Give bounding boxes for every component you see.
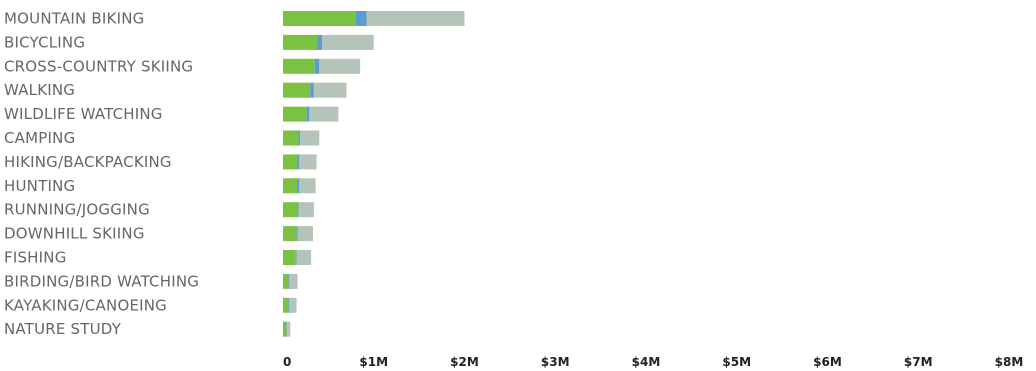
bar-segment-nature-study-series-1 (283, 321, 287, 337)
bar-segment-bicycling-series-2 (317, 34, 323, 50)
bar-segment-kayaking-canoeing-series-3 (289, 297, 297, 313)
bar-segment-walking-series-3 (313, 82, 347, 98)
category-label-mountain-biking: MOUNTAIN BIKING (4, 10, 144, 28)
category-label-cross-country-skiing: CROSS-COUNTRY SKIING (4, 57, 193, 75)
bar-segment-birding-bird-watching-series-3 (289, 273, 298, 289)
bar-segment-fishing-series-1 (283, 250, 296, 265)
x-tick-label-8: $8M (995, 355, 1024, 369)
bar-segment-hunting-series-2 (297, 178, 300, 194)
bar-segment-fishing-series-2 (295, 250, 297, 265)
bar-segment-running-jogging-series-1 (283, 202, 298, 218)
x-tick-label-3: $3M (541, 355, 570, 369)
bar-segment-running-jogging-series-2 (297, 202, 299, 218)
bar-segment-wildlife-watching-series-3 (309, 106, 339, 122)
bar-segment-birding-bird-watching-series-2 (288, 273, 290, 289)
bar-segment-mountain-biking-series-2 (355, 11, 367, 26)
bar-segment-camping-series-3 (300, 130, 320, 146)
bar-segment-hiking-backpacking-series-3 (299, 154, 317, 170)
bars (283, 11, 465, 337)
x-tick-label-4: $4M (632, 355, 661, 369)
bar-segment-mountain-biking-series-1 (283, 11, 356, 26)
bar-segment-wildlife-watching-series-1 (283, 106, 307, 122)
bar-segment-cross-country-skiing-series-3 (319, 58, 361, 74)
bar-segment-hiking-backpacking-series-2 (297, 154, 300, 170)
bar-segment-kayaking-canoeing-series-2 (288, 297, 290, 313)
x-tick-label-2: $2M (450, 355, 479, 369)
x-axis-tick-labels: 0 $1M $2M $3M $4M $5M $6M $7M $8M (283, 355, 1023, 369)
bar-segment-birding-bird-watching-series-1 (283, 273, 289, 289)
bar-segment-fishing-series-3 (296, 250, 312, 265)
category-label-hiking-backpacking: HIKING/BACKPACKING (4, 153, 172, 171)
bar-segment-walking-series-1 (283, 82, 311, 98)
bar-segment-hunting-series-1 (283, 178, 298, 194)
x-tick-label-6: $6M (813, 355, 842, 369)
bar-segment-nature-study-series-3 (287, 321, 291, 337)
bar-segment-running-jogging-series-3 (298, 202, 314, 218)
bar-segment-kayaking-canoeing-series-1 (283, 297, 289, 313)
category-labels: MOUNTAIN BIKING BICYCLING CROSS-COUNTRY SK… (4, 10, 199, 339)
category-label-bicycling: BICYCLING (4, 33, 85, 51)
x-tick-label-0: 0 (283, 355, 291, 369)
bar-segment-hunting-series-3 (299, 178, 316, 194)
bar-segment-camping-series-1 (283, 130, 299, 146)
bar-segment-wildlife-watching-series-2 (306, 106, 310, 122)
bar-segment-cross-country-skiing-series-1 (283, 58, 315, 74)
bar-segment-downhill-skiing-series-1 (283, 226, 297, 242)
bar-segment-downhill-skiing-series-2 (296, 226, 298, 242)
category-label-hunting: HUNTING (4, 177, 75, 195)
bar-segment-mountain-biking-series-3 (366, 11, 465, 26)
x-tick-label-5: $5M (722, 355, 751, 369)
bar-segment-cross-country-skiing-series-2 (314, 58, 320, 74)
bar-segment-downhill-skiing-series-3 (297, 226, 313, 242)
category-label-birding-bird-watching: BIRDING/BIRD WATCHING (4, 272, 199, 290)
x-tick-label-1: $1M (359, 355, 388, 369)
category-label-fishing: FISHING (4, 249, 67, 267)
category-label-downhill-skiing: DOWNHILL SKIING (4, 225, 145, 243)
bar-segment-camping-series-2 (298, 130, 301, 146)
bar-segment-bicycling-series-3 (322, 34, 374, 50)
category-label-walking: WALKING (4, 81, 75, 99)
category-label-wildlife-watching: WILDLIFE WATCHING (4, 105, 163, 123)
bar-segment-bicycling-series-1 (283, 34, 318, 50)
bar-segment-hiking-backpacking-series-1 (283, 154, 298, 170)
category-label-camping: CAMPING (4, 129, 75, 147)
category-label-kayaking-canoeing: KAYAKING/CANOEING (4, 296, 167, 314)
category-label-running-jogging: RUNNING/JOGGING (4, 201, 150, 219)
bar-segment-walking-series-2 (310, 82, 314, 98)
category-label-nature-study: NATURE STUDY (4, 320, 122, 338)
x-tick-label-7: $7M (904, 355, 933, 369)
